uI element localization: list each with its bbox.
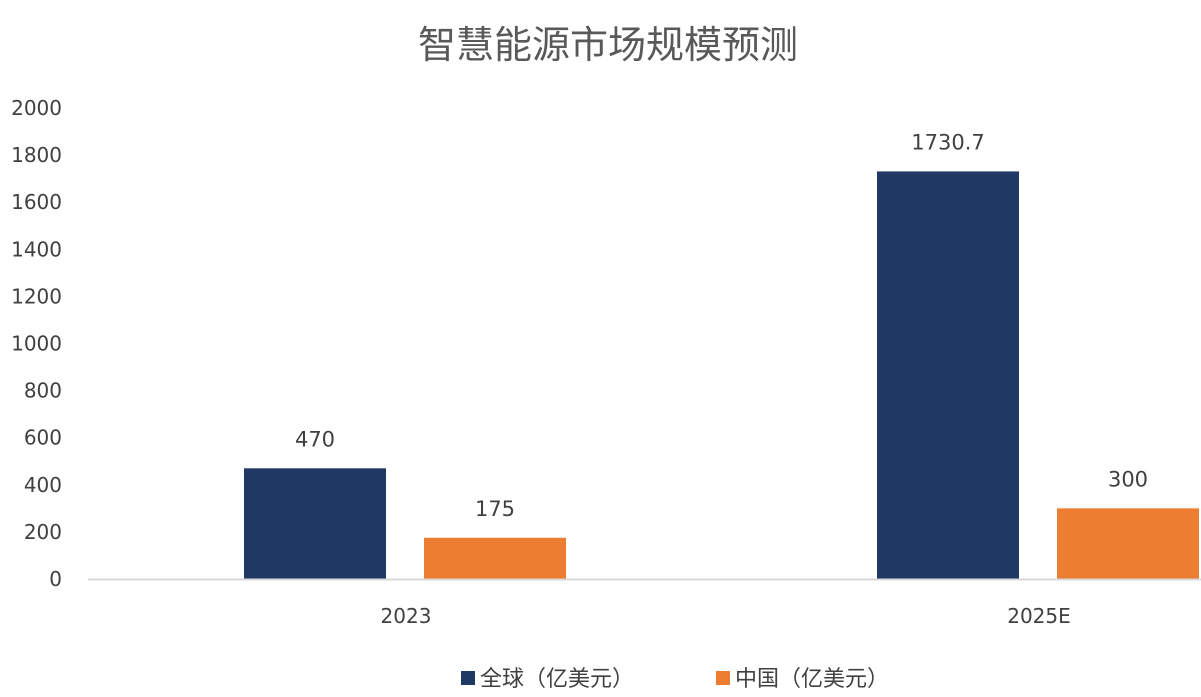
- y-tick-label: 1000: [11, 332, 62, 356]
- bar: [244, 468, 386, 579]
- y-tick-label: 1800: [11, 143, 62, 167]
- y-tick-label: 1200: [11, 284, 62, 308]
- data-label: 300: [1108, 467, 1148, 491]
- y-tick-label: 0: [49, 567, 62, 591]
- legend-label: 全球（亿美元）: [480, 667, 634, 692]
- x-axis-categories: 2023 2025E: [381, 604, 1071, 628]
- y-tick-label: 1400: [11, 237, 62, 261]
- legend: 全球（亿美元） 中国（亿美元）: [461, 667, 889, 692]
- data-label: 470: [295, 427, 335, 451]
- legend-swatch: [461, 671, 475, 685]
- y-tick-label: 600: [24, 426, 62, 450]
- data-label: 175: [475, 497, 515, 521]
- bar: [877, 171, 1019, 579]
- x-category-label: 2023: [381, 604, 432, 628]
- bar: [424, 537, 566, 579]
- y-tick-label: 800: [24, 379, 62, 403]
- y-axis-ticks: 0 200 400 600 800 1000 1200 1400 1600 1800 2000: [11, 96, 62, 591]
- chart-title: 智慧能源市场规模预测: [418, 23, 798, 67]
- data-label: 1730.7: [911, 130, 984, 154]
- y-tick-label: 2000: [11, 96, 62, 120]
- y-tick-label: 200: [24, 520, 62, 544]
- legend-swatch: [716, 671, 730, 685]
- x-category-label: 2025E: [1007, 604, 1071, 628]
- legend-label: 中国（亿美元）: [735, 667, 889, 692]
- y-tick-label: 400: [24, 473, 62, 497]
- bar: [1057, 508, 1199, 579]
- data-labels: 470 1730.7 175 300: [295, 130, 1148, 520]
- bar-series: [244, 171, 1199, 579]
- y-tick-label: 1600: [11, 190, 62, 214]
